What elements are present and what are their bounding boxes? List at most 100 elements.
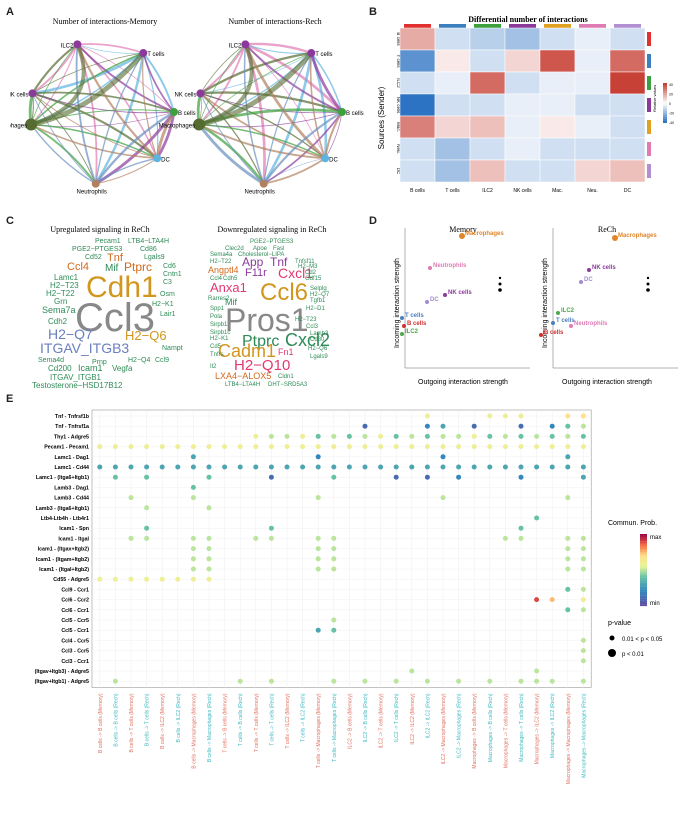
dotplot-dot: [206, 474, 212, 480]
network-node-label: DC: [161, 157, 170, 163]
pvalue-small-dot: [609, 635, 615, 641]
network-edge: [262, 52, 313, 185]
dotplot-dot: [565, 556, 571, 562]
dotplot-dot: [253, 444, 259, 450]
heatmap-cell: [399, 93, 436, 117]
legend-swatch: [663, 111, 667, 113]
colorbar-swatch: [640, 584, 647, 587]
network-node-label: B cells: [178, 111, 196, 117]
count-legend-dot: [498, 276, 502, 280]
network-edge: [30, 124, 97, 185]
word: ITGAV_ITGB1: [50, 373, 102, 382]
word: H2−T22: [46, 289, 75, 298]
word: Tnfsf11: [295, 259, 315, 265]
network-edge: [32, 93, 158, 159]
heatmap-row-label: NK cells: [396, 97, 401, 114]
scatter-point-label: Macrophages: [465, 231, 504, 237]
dotplot-col-label: ILC2 -> ILC2 (Memory): [410, 693, 416, 745]
word: Cholesterol−LIPA: [238, 252, 284, 258]
dotplot-dot: [159, 444, 165, 450]
dotplot-dot: [534, 668, 540, 674]
word: H2−Q4: [128, 357, 150, 364]
network-edge: [95, 52, 144, 184]
legend-swatch: [663, 113, 667, 115]
dotplot-dot: [580, 566, 586, 572]
heatmap-cell: [434, 137, 471, 161]
dotplot-dot: [144, 444, 150, 450]
dotplot-dot: [144, 464, 150, 470]
colorbar-swatch: [640, 600, 647, 603]
heatmap-col-label: ILC2: [482, 188, 493, 194]
dotplot-dot: [331, 474, 337, 480]
scatter-point-label: Macrophages: [618, 233, 657, 239]
dotplot-col-label: Macrophages -> T cells (Rech): [519, 693, 525, 762]
dotplot-col-label: T cells -> T cells (Rech): [269, 693, 275, 746]
dotplot-dot: [128, 464, 134, 470]
heatmap-cell: [434, 27, 471, 51]
scatter-point: [428, 266, 432, 270]
colorbar-swatch: [640, 552, 647, 554]
word: Mif: [105, 263, 119, 274]
scatter-point-label: DC: [430, 297, 439, 303]
heatmap-cell: [574, 49, 611, 73]
network-node: [338, 108, 346, 116]
network-edge: [309, 52, 326, 159]
dotplot-dot: [346, 444, 352, 450]
dotplot-dot: [580, 637, 586, 643]
legend-swatch: [663, 107, 667, 109]
dotplot-row-label: (Itgav+Itgb1) - Adgre5: [35, 679, 89, 685]
network-edge: [199, 92, 326, 160]
dotplot-row-label: Ccl4 - Ccr5: [61, 638, 89, 644]
word: Ccl6: [260, 279, 308, 306]
heatmap-legend-title: Relative values: [652, 85, 657, 112]
dotplot-dot: [97, 464, 103, 470]
scatter-point: [459, 233, 465, 239]
network-edge: [324, 111, 343, 159]
dotplot-dot: [190, 566, 196, 572]
heatmap-cell: [609, 49, 646, 73]
dotplot-col-label: B cells -> ILC2 (Memory): [160, 693, 166, 749]
dotplot-dot: [456, 444, 462, 450]
wordcloud-down: PGE2−PTGES3 Clec2d Apoe Fasl Sema4a Chol…: [208, 239, 330, 388]
dotplot-col-label: Macrophages -> ILC2 (Memory): [535, 693, 541, 764]
dotplot-dot: [362, 444, 368, 450]
dotplot-dot: [487, 464, 493, 470]
heatmap-row-bar: [647, 54, 651, 68]
heatmap-cell: [434, 93, 471, 117]
heatmap-row-bar: [647, 120, 651, 134]
colorbar-swatch: [640, 559, 647, 562]
word: PGE2−PTGES3: [250, 239, 294, 245]
network-edge: [142, 52, 175, 113]
colorbar-swatch: [640, 580, 647, 583]
network-edge: [77, 43, 175, 113]
dotplot-dot: [315, 535, 321, 541]
word: Clec2d: [225, 246, 244, 252]
scatter-point-label: B cells: [407, 321, 427, 327]
dotplot-dot: [580, 464, 586, 470]
dotplot-dot: [253, 535, 259, 541]
network-node: [259, 179, 268, 188]
dotplot-dot: [237, 444, 243, 450]
word: Ptprc: [242, 333, 279, 350]
heatmap-cell: [469, 115, 506, 139]
network-node-label: ILC2: [229, 43, 242, 49]
network-edge: [30, 44, 78, 125]
dotplot-dot: [580, 648, 586, 654]
network-node: [193, 118, 206, 131]
dotplot-dot: [440, 433, 446, 439]
network-edge: [199, 43, 247, 95]
colorbar-swatch: [640, 595, 647, 598]
dotplot-dot: [144, 474, 150, 480]
dotplot-row-label: Ccl6 - Ccr1: [61, 608, 89, 614]
wordcloud-title-up: Upregulated signaling in ReCh: [50, 225, 149, 234]
dotplot-dot: [580, 678, 586, 684]
dotplot-dot: [565, 495, 571, 501]
scatter-point-label: T cells: [556, 318, 575, 324]
word: Cd2: [305, 270, 317, 276]
colorbar-swatch: [640, 571, 647, 574]
colorbar-swatch: [640, 544, 647, 547]
network-edge: [32, 92, 175, 114]
dotplot-dot: [378, 433, 384, 439]
heatmap-row-bar: [647, 142, 651, 156]
scatter-point-label: T cells: [405, 313, 424, 319]
